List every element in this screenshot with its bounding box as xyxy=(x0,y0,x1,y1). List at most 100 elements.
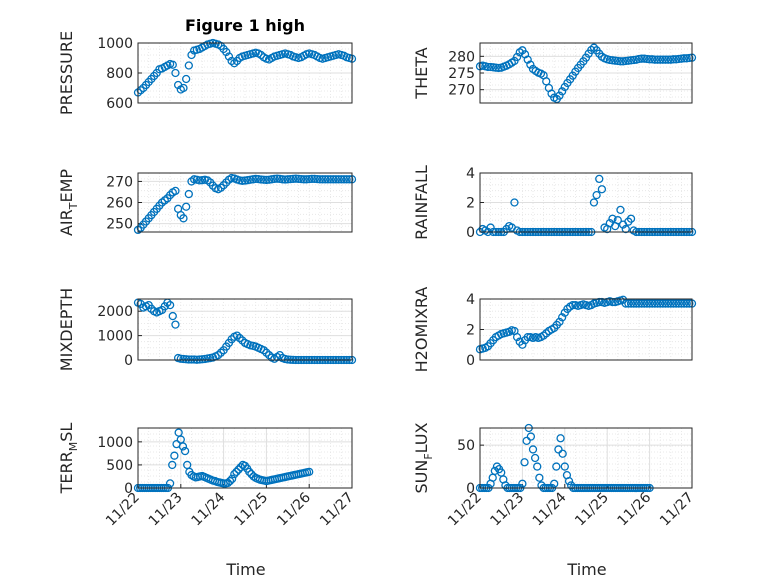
data-point xyxy=(533,462,542,471)
subplot-8: 0 50 11/22 11/23 11/24 11/25 11/26 11/27 SUNFLUX… xyxy=(412,422,697,579)
data-point xyxy=(645,299,654,308)
data-point xyxy=(664,299,673,308)
y-tick-label: 1000 xyxy=(97,36,133,52)
data-point xyxy=(645,55,654,64)
data-point xyxy=(555,317,564,327)
data-point xyxy=(510,198,519,207)
data-point xyxy=(270,174,279,184)
data-point xyxy=(653,299,662,308)
data-point xyxy=(640,299,649,308)
axes-box xyxy=(137,427,353,489)
data-point xyxy=(326,175,335,184)
data-point xyxy=(558,449,567,458)
data-point xyxy=(299,175,309,184)
data-point xyxy=(626,214,636,223)
data-point xyxy=(530,453,540,463)
data-point xyxy=(550,479,559,488)
y-axis-label: TERRMSL xyxy=(57,423,80,495)
y-axis-label: MIXDEPTH xyxy=(57,288,76,371)
data-point xyxy=(329,175,338,184)
data-point xyxy=(228,474,237,483)
data-point xyxy=(225,476,235,486)
data-point xyxy=(223,478,233,488)
y-tick-label: 4 xyxy=(466,166,475,182)
y-tick-label: 0 xyxy=(124,481,133,497)
data-point xyxy=(592,190,601,200)
data-point xyxy=(616,57,625,66)
y-tick-label: 2 xyxy=(466,196,475,212)
data-point xyxy=(171,320,180,329)
data-point xyxy=(658,299,667,308)
data-point xyxy=(626,299,636,308)
y-tick-label: 270 xyxy=(448,83,475,99)
axes-box xyxy=(479,427,693,489)
data-point xyxy=(539,331,548,340)
subplot-7: 0 500 1000 11/22 11/23 11/24 11/25 11/26 11/27 TE… xyxy=(57,423,357,579)
data-point xyxy=(608,214,617,223)
data-point xyxy=(642,299,652,308)
data-point xyxy=(518,340,527,349)
data-point xyxy=(171,186,180,196)
data-point xyxy=(679,54,689,63)
y-tick-label: 280 xyxy=(448,49,475,65)
data-point xyxy=(669,299,678,308)
data-point xyxy=(256,175,266,184)
figure-title: Figure 1 high xyxy=(185,16,305,35)
subplot-1: 600 800 1000 PRESSURE xyxy=(57,31,357,115)
data-point xyxy=(520,458,529,467)
data-point xyxy=(528,445,538,454)
axes-box xyxy=(137,42,353,104)
data-point xyxy=(291,174,300,183)
data-point xyxy=(624,299,633,308)
data-point xyxy=(664,55,673,64)
data-point xyxy=(637,299,646,308)
data-point xyxy=(184,189,193,199)
data-point xyxy=(658,55,667,64)
data-point xyxy=(181,202,191,211)
data-point xyxy=(613,216,622,225)
data-point xyxy=(178,442,188,451)
data-point xyxy=(179,83,188,93)
y-axis-label: SUNFLUX xyxy=(412,422,435,493)
data-point xyxy=(195,176,204,185)
data-point xyxy=(337,175,346,184)
data-point xyxy=(682,299,691,308)
axes-box xyxy=(479,298,693,361)
data-point xyxy=(262,175,271,185)
x-tick-label: 11/24 xyxy=(189,489,229,529)
data-point xyxy=(222,178,231,187)
data-point xyxy=(334,175,343,184)
data-point xyxy=(554,445,563,454)
x-tick-label: 11/25 xyxy=(231,490,271,530)
data-point xyxy=(249,472,258,481)
minor-grid xyxy=(138,428,352,488)
axes-box xyxy=(479,172,693,233)
data-point xyxy=(650,55,660,64)
y-tick-label: 800 xyxy=(106,66,133,82)
data-point xyxy=(526,432,536,441)
y-tick-label: 1000 xyxy=(97,329,133,345)
y-tick-label: 270 xyxy=(106,174,133,190)
minor-grid xyxy=(480,428,692,488)
subplot-4: 0 2 4 RAINFALL xyxy=(412,165,697,241)
axes-box xyxy=(479,42,693,104)
y-tick-label: 275 xyxy=(448,66,475,82)
data-point xyxy=(535,473,544,482)
data-point xyxy=(589,43,599,52)
data-point xyxy=(313,174,322,184)
data-point xyxy=(568,300,577,310)
data-point xyxy=(165,190,175,200)
data-point xyxy=(634,299,644,308)
data-point xyxy=(621,224,630,234)
data-point xyxy=(677,299,686,308)
data-point xyxy=(512,332,522,342)
x-tick-label: 11/23 xyxy=(146,490,186,530)
y-axis-label: PRESSURE xyxy=(57,31,76,115)
data-point xyxy=(560,462,569,471)
data-point xyxy=(564,476,574,486)
y-axis-label: RAINFALL xyxy=(412,165,431,240)
x-tick-label: 11/26 xyxy=(615,489,655,529)
data-point xyxy=(555,91,564,100)
data-point xyxy=(230,470,239,479)
data-point xyxy=(666,299,675,308)
